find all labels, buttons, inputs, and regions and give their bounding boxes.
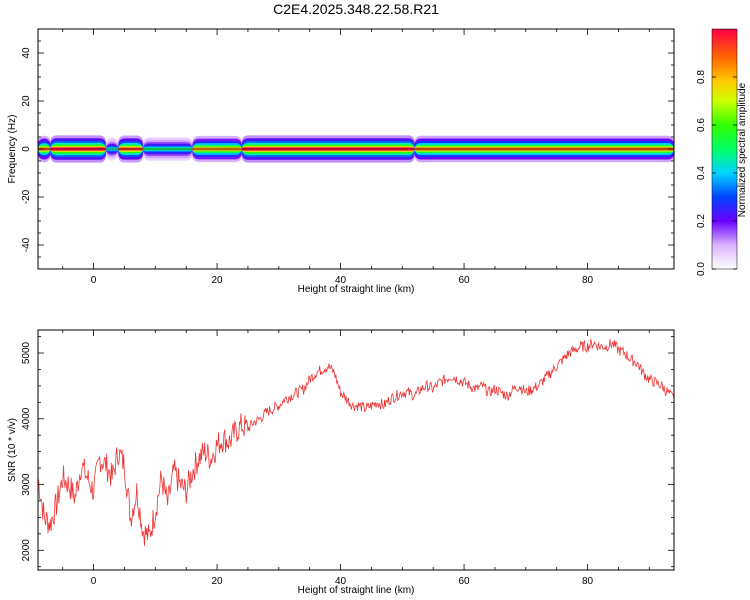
snr-y-ticks: 2000 3000 4000 5000 [21, 336, 674, 568]
y-tick-label: 3000 [21, 473, 32, 496]
colorbar-tick-label: 0.4 [696, 166, 707, 180]
spectrogram-x-label: Height of straight line (km) [298, 284, 415, 295]
colorbar-gradient [711, 28, 738, 270]
snr-panel: 0 20 40 60 80 2000 3000 4000 5000 Height of str… [7, 329, 675, 596]
snr-x-label: Height of straight line (km) [298, 585, 415, 596]
spectrogram-panel: 0 20 40 60 80 -40 -20 0 20 40 Height of straight… [7, 28, 675, 295]
x-tick-label: 20 [212, 275, 224, 286]
snr-series-line [38, 338, 674, 546]
x-tick-label: 60 [458, 275, 470, 286]
x-tick-label: 20 [212, 576, 224, 587]
snr-y-label: SNR (10 * v/v) [7, 418, 18, 482]
colorbar-tick-label: 0.6 [696, 118, 707, 132]
y-tick-label: 20 [21, 95, 32, 107]
snr-background [38, 330, 674, 570]
colorbar-label: Normalized spectral amplitude [737, 82, 748, 217]
spectrogram-y-label: Frequency (Hz) [7, 115, 18, 184]
snr-frame [37, 329, 675, 571]
y-tick-label: 2000 [21, 539, 32, 562]
y-tick-label: 40 [21, 47, 32, 59]
x-tick-label: 80 [582, 275, 594, 286]
colorbar-tick-label: 0.0 [696, 262, 707, 276]
x-tick-label: 60 [458, 576, 470, 587]
y-tick-label: 4000 [21, 407, 32, 430]
y-tick-label: 5000 [21, 341, 32, 364]
x-tick-label: 40 [335, 275, 347, 286]
spectrogram-y-ticks: -40 -20 0 20 40 [21, 28, 674, 270]
y-tick-label: 0 [21, 146, 32, 152]
snr-x-ticks: 0 20 40 60 80 [62, 330, 650, 587]
colorbar: 0.0 0.2 0.4 0.6 0.8 Normalized spectral ampl… [696, 28, 748, 276]
spectrogram-band [38, 135, 674, 163]
x-tick-label: 0 [91, 275, 97, 286]
x-tick-label: 40 [335, 576, 347, 587]
colorbar-tick-label: 0.8 [696, 70, 707, 84]
x-tick-label: 0 [91, 576, 97, 587]
spectrogram-x-ticks: 0 20 40 60 80 [62, 29, 650, 286]
y-tick-label: -20 [21, 189, 32, 204]
colorbar-ticks: 0.0 0.2 0.4 0.6 0.8 [696, 70, 737, 276]
x-tick-label: 80 [582, 576, 594, 587]
y-tick-label: -40 [21, 237, 32, 252]
figure-title: C2E4.2025.348.22.58.R21 [273, 1, 439, 17]
colorbar-tick-label: 0.2 [696, 214, 707, 228]
